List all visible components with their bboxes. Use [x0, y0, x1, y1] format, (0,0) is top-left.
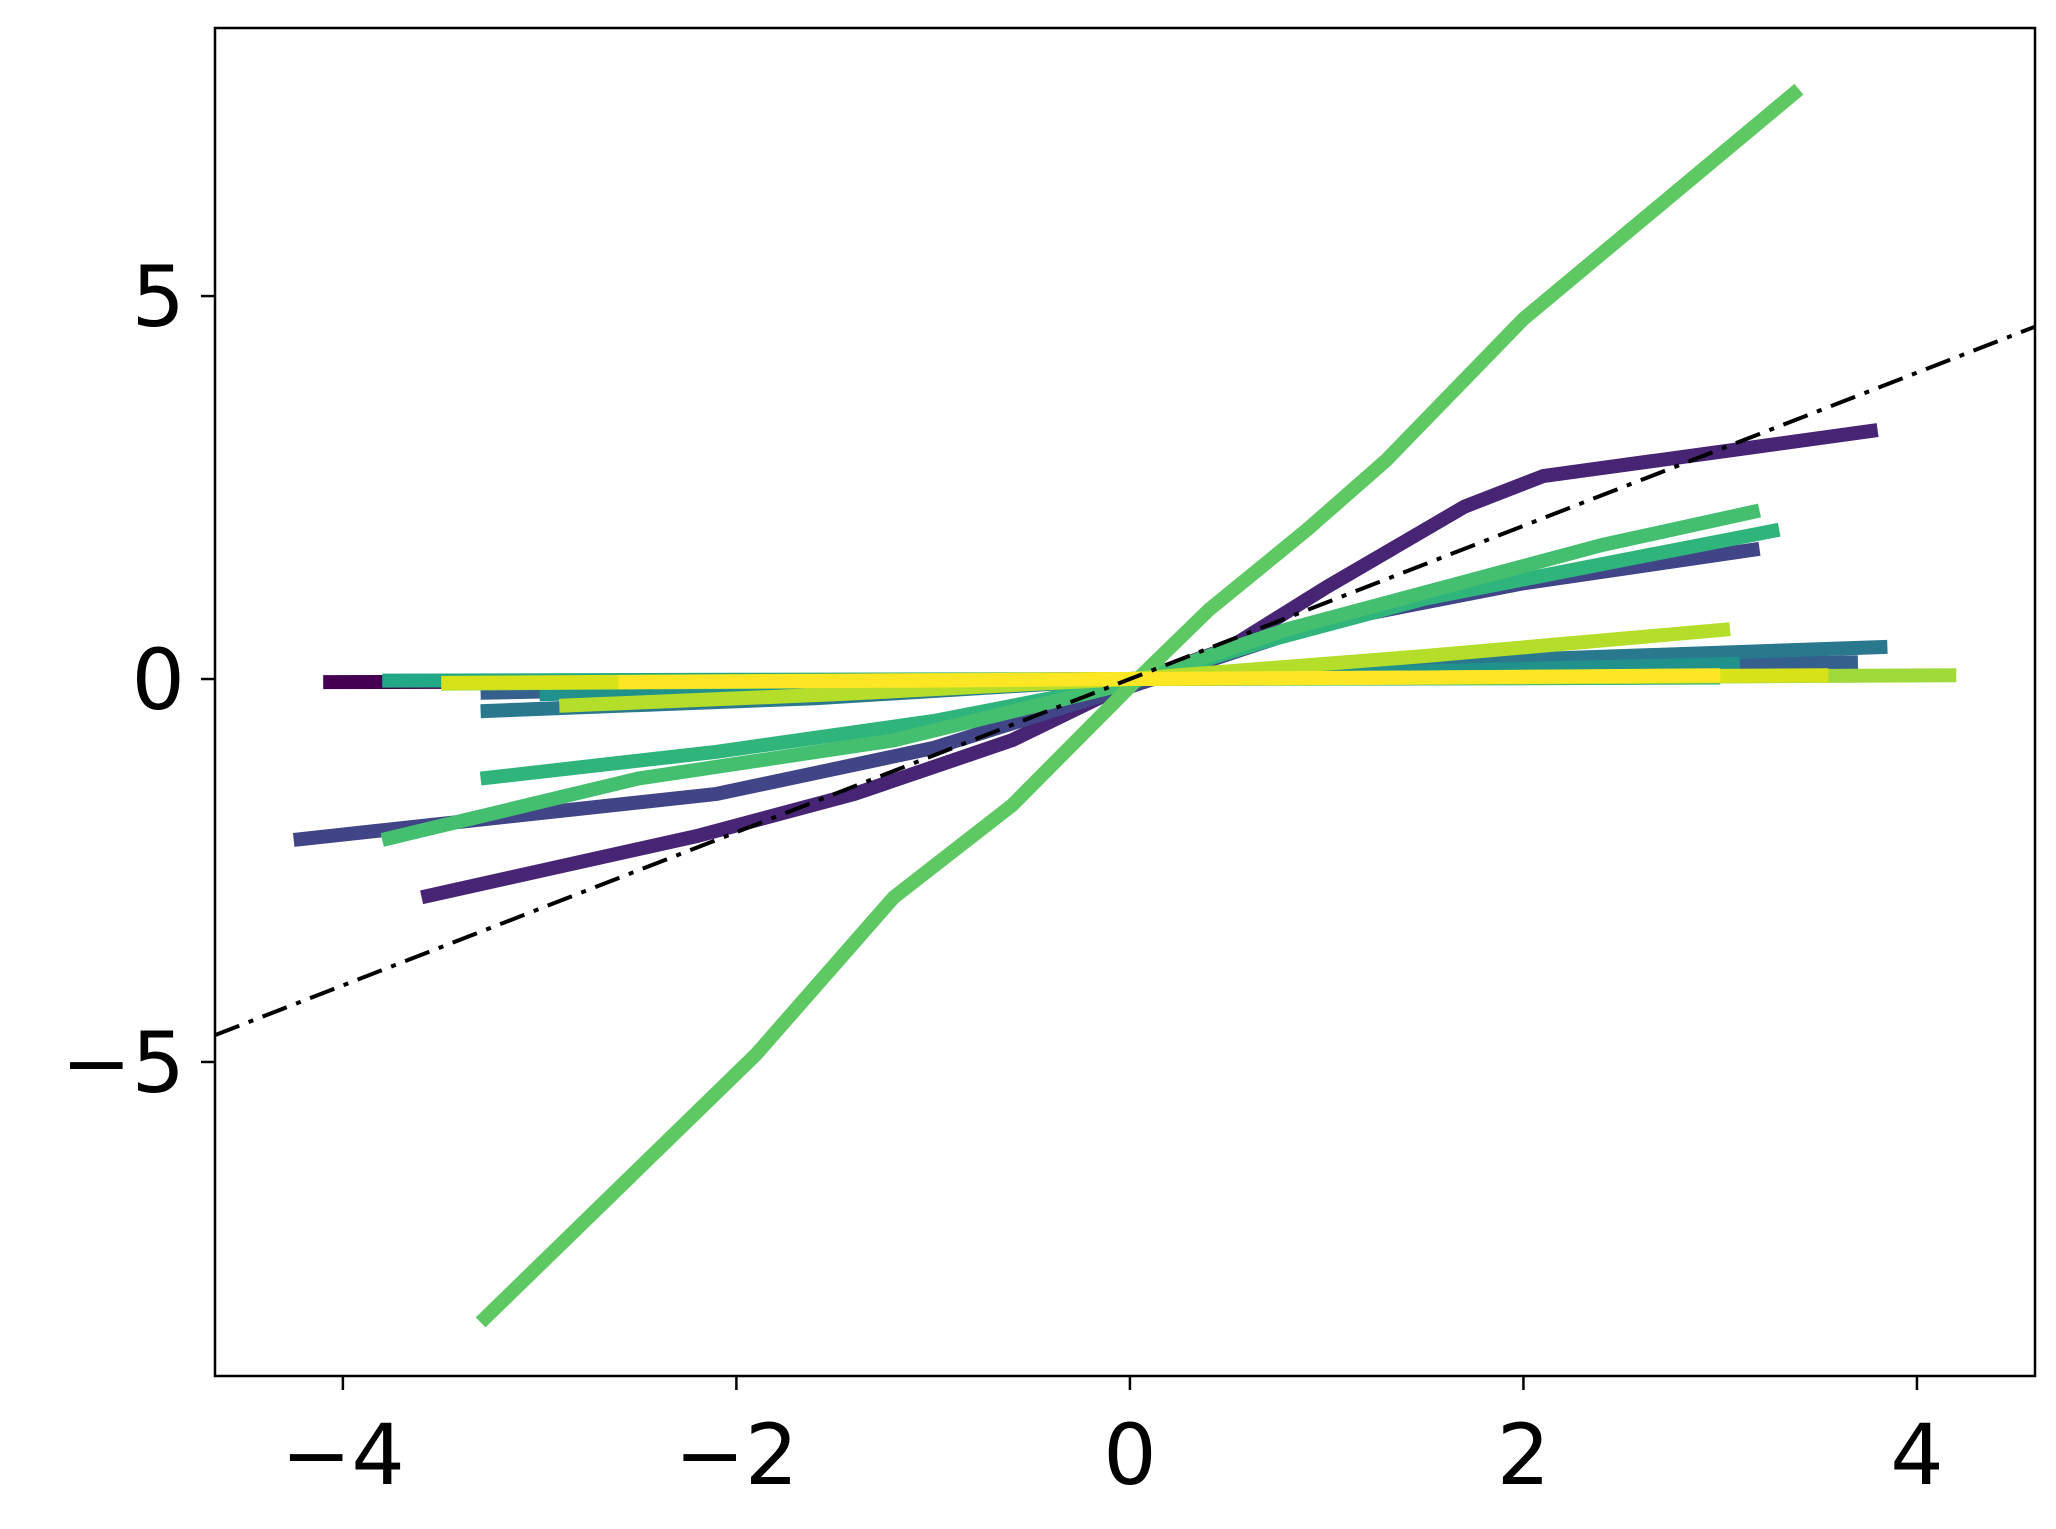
series-line-10 [475, 83, 1804, 1328]
x-tick-label: 2 [1497, 1406, 1550, 1504]
x-tick-label: 4 [1890, 1406, 1943, 1504]
x-tick-label: 0 [1103, 1406, 1156, 1504]
series-layer [292, 83, 1957, 1328]
y-tick-label: −5 [61, 1014, 185, 1112]
x-tick-label: −4 [281, 1406, 405, 1504]
series-line-14 [618, 668, 1721, 690]
y-axis: 5 0 −5 [61, 248, 215, 1112]
reference-layer [215, 324, 2035, 1038]
x-axis: −4 −2 0 2 4 [281, 1376, 1944, 1504]
plot-frame [213, 26, 2037, 1378]
y-tick-label: 0 [132, 631, 185, 729]
series-line-9 [380, 503, 1761, 847]
x-tick-label: −2 [674, 1406, 798, 1504]
reference-line [215, 324, 2035, 1038]
y-tick-label: 5 [132, 248, 185, 346]
